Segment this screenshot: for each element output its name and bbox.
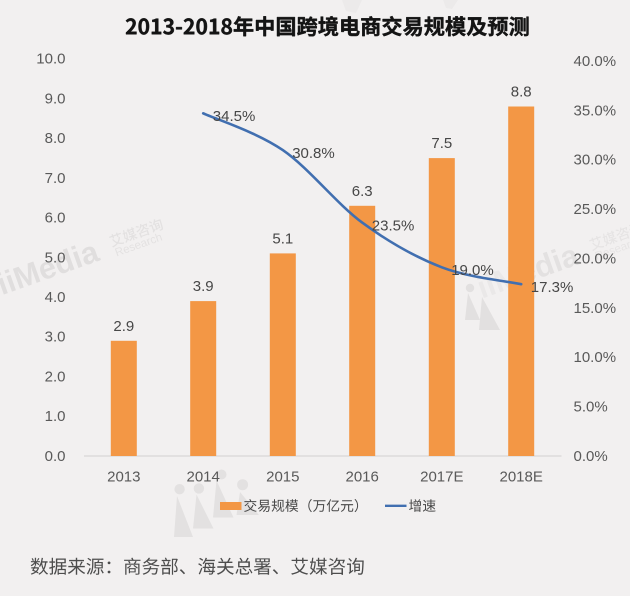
svg-text:20.0%: 20.0% (574, 250, 617, 267)
svg-text:2.0: 2.0 (45, 369, 66, 386)
svg-text:40.0%: 40.0% (574, 53, 617, 70)
svg-text:2017E: 2017E (420, 469, 463, 486)
svg-text:35.0%: 35.0% (574, 102, 617, 119)
svg-text:4.0: 4.0 (45, 289, 66, 306)
svg-text:2.9: 2.9 (113, 318, 134, 335)
svg-text:9.0: 9.0 (45, 90, 66, 107)
svg-text:2015: 2015 (266, 469, 299, 486)
svg-text:3.9: 3.9 (193, 278, 214, 295)
svg-text:30.8%: 30.8% (292, 145, 335, 162)
svg-text:6.0: 6.0 (45, 210, 66, 227)
svg-text:3.0: 3.0 (45, 329, 66, 346)
svg-text:25.0%: 25.0% (574, 201, 617, 218)
svg-text:2016: 2016 (346, 469, 379, 486)
svg-text:8.8: 8.8 (511, 84, 532, 101)
svg-text:5.1: 5.1 (272, 230, 293, 247)
svg-text:30.0%: 30.0% (574, 152, 617, 169)
svg-text:0.0%: 0.0% (574, 448, 608, 465)
svg-text:0.0: 0.0 (45, 448, 66, 465)
svg-text:7.0: 7.0 (45, 170, 66, 187)
svg-text:10.0: 10.0 (36, 51, 65, 68)
svg-text:19.0%: 19.0% (451, 262, 494, 279)
svg-text:2014: 2014 (187, 469, 220, 486)
svg-text:17.3%: 17.3% (531, 279, 574, 296)
svg-text:34.5%: 34.5% (213, 108, 256, 125)
svg-text:5.0: 5.0 (45, 249, 66, 266)
svg-text:5.0%: 5.0% (574, 399, 608, 416)
svg-text:10.0%: 10.0% (574, 349, 617, 366)
svg-text:7.5: 7.5 (431, 135, 452, 152)
svg-text:2018E: 2018E (500, 469, 543, 486)
svg-text:8.0: 8.0 (45, 130, 66, 147)
svg-text:23.5%: 23.5% (372, 217, 415, 234)
svg-text:2013: 2013 (107, 469, 140, 486)
svg-text:1.0: 1.0 (45, 408, 66, 425)
svg-text:15.0%: 15.0% (574, 300, 617, 317)
svg-text:6.3: 6.3 (352, 183, 373, 200)
